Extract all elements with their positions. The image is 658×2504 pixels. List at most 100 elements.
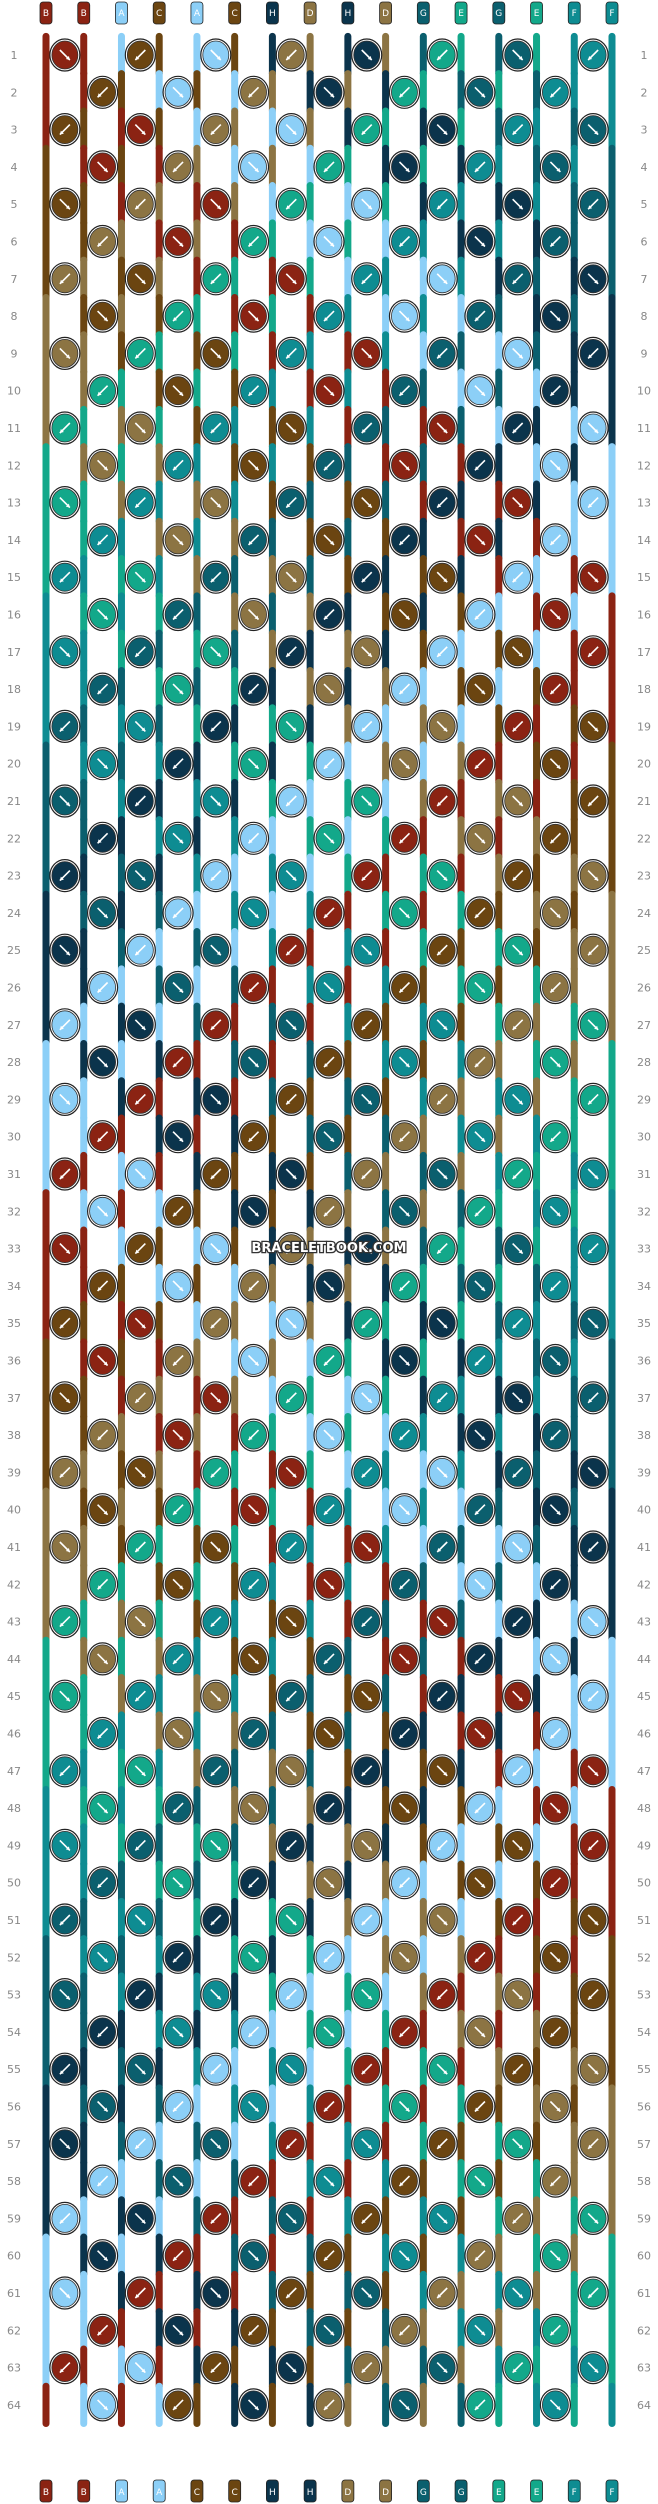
- arrow-head-icon: [474, 764, 479, 769]
- arrow-head-icon: [399, 540, 404, 545]
- knot: [502, 2276, 534, 2310]
- knot: [200, 1008, 232, 1042]
- row-number-right: 52: [637, 1951, 651, 1964]
- arrow-head-icon: [443, 1622, 448, 1627]
- arrow-head-icon: [141, 727, 146, 732]
- knot: [275, 1231, 307, 1266]
- knot: [539, 523, 572, 557]
- top-strand-cap: [77, 1, 91, 25]
- arrow-head-icon: [103, 1659, 108, 1664]
- row-number-right: 12: [637, 459, 651, 472]
- knot: [200, 933, 232, 967]
- arrow-head-icon: [254, 1510, 259, 1515]
- arrow-head-icon: [65, 951, 70, 956]
- arrow-head-icon: [556, 2256, 561, 2261]
- top-strand-letter: B: [43, 9, 49, 19]
- row-number-right: 19: [637, 720, 651, 733]
- knot: [237, 970, 270, 1005]
- arrow-head-icon: [173, 2107, 178, 2112]
- row-number-left: 43: [7, 1616, 21, 1629]
- arrow-head-icon: [512, 1175, 517, 1179]
- arrow-head-icon: [437, 1697, 442, 1702]
- arrow-head-icon: [248, 242, 253, 247]
- arrow-head-icon: [179, 391, 184, 396]
- knot: [464, 374, 496, 408]
- knot: [162, 2313, 194, 2347]
- knot: [275, 1679, 307, 1713]
- knot: [464, 1418, 496, 1452]
- bottom-strand-letter: C: [232, 2488, 238, 2498]
- arrow-head-icon: [286, 2144, 291, 2149]
- knot: [464, 1567, 496, 1601]
- arrow-head-icon: [216, 1697, 221, 1702]
- knot: [388, 2164, 421, 2198]
- knot: [388, 1866, 421, 1900]
- arrow-head-icon: [405, 615, 410, 620]
- row-number-left: 40: [7, 1504, 21, 1517]
- knot: [577, 1903, 609, 1937]
- arrow-head-icon: [512, 1324, 517, 1329]
- row-number-left: 54: [7, 2026, 21, 2039]
- arrow-head-icon: [443, 2219, 448, 2224]
- knot: [577, 1455, 609, 1490]
- knot: [426, 1231, 458, 1266]
- row-number-left: 28: [7, 1056, 21, 1069]
- knot: [124, 1530, 156, 1564]
- arrow-head-icon: [216, 205, 221, 210]
- arrow-head-icon: [135, 56, 140, 60]
- knot: [351, 1530, 383, 1564]
- arrow-head-icon: [399, 1734, 404, 1739]
- knot: [237, 1120, 270, 1154]
- arrow-head-icon: [550, 1436, 555, 1441]
- knot: [237, 1343, 270, 1378]
- arrow-head-icon: [480, 391, 485, 396]
- arrow-head-icon: [141, 2368, 146, 2373]
- knot: [539, 1418, 572, 1452]
- row-number-right: 15: [637, 571, 651, 584]
- row-number-left: 15: [7, 571, 21, 584]
- bottom-strand-letter: G: [420, 2488, 427, 2498]
- arrow-head-icon: [254, 1659, 259, 1664]
- knot: [388, 224, 421, 259]
- arrow-head-icon: [324, 2256, 328, 2261]
- knot: [539, 1269, 572, 1303]
- knot: [502, 933, 534, 967]
- row-number-left: 6: [11, 236, 18, 249]
- knot: [124, 2127, 156, 2161]
- knot: [124, 1903, 156, 1937]
- knot: [351, 187, 383, 221]
- arrow-head-icon: [179, 988, 184, 993]
- arrow-head-icon: [550, 242, 555, 247]
- knot: [275, 858, 307, 893]
- arrow-head-icon: [103, 2107, 108, 2112]
- knot: [313, 2388, 345, 2422]
- arrow-head-icon: [141, 429, 146, 433]
- knot: [502, 1455, 534, 1490]
- knot: [237, 672, 270, 706]
- arrow-head-icon: [399, 391, 404, 396]
- row-number-right: 43: [637, 1616, 651, 1629]
- knot: [237, 597, 270, 632]
- knot: [162, 1269, 194, 1303]
- knot: [351, 1082, 383, 1117]
- row-number-right: 41: [637, 1541, 651, 1554]
- arrow-head-icon: [97, 1734, 102, 1739]
- arrow-head-icon: [588, 951, 593, 956]
- arrow-head-icon: [361, 2219, 366, 2224]
- knot: [426, 1903, 458, 1937]
- bottom-strand-letter: B: [43, 2488, 49, 2498]
- arrow-head-icon: [556, 913, 561, 918]
- knot: [539, 374, 572, 408]
- knot: [49, 187, 81, 221]
- knot: [162, 1120, 194, 1154]
- knot: [539, 597, 572, 632]
- row-number-right: 10: [637, 385, 651, 398]
- knot: [464, 1791, 496, 1825]
- arrow-head-icon: [518, 1249, 523, 1254]
- knot: [502, 113, 534, 147]
- knot: [351, 1604, 383, 1639]
- arrow-head-icon: [103, 1361, 108, 1366]
- knot: [124, 1455, 156, 1490]
- arrow-head-icon: [216, 2294, 221, 2298]
- arrow-head-icon: [135, 652, 140, 657]
